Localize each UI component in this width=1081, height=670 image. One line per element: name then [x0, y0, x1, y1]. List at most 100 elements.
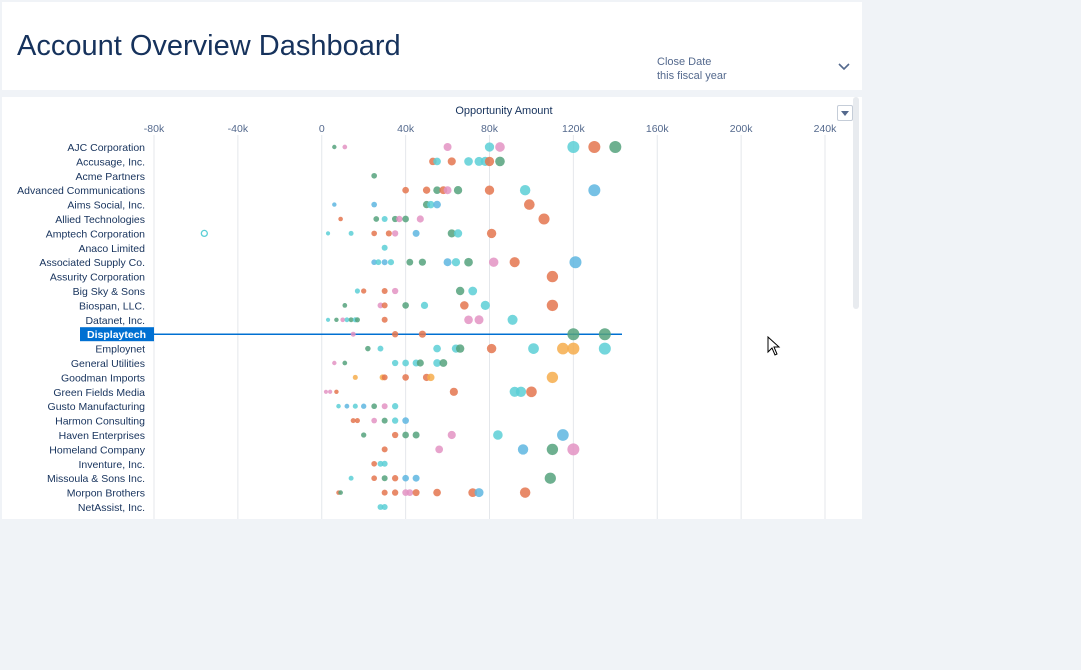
- data-point: [433, 488, 441, 497]
- data-point: [546, 371, 559, 384]
- data-point: [361, 403, 367, 409]
- data-point: [493, 430, 503, 440]
- data-point: [352, 374, 358, 380]
- data-point: [569, 256, 582, 269]
- data-point: [348, 230, 354, 236]
- chart-scrollbar[interactable]: [853, 97, 859, 309]
- category-label: Goodman Imports: [61, 372, 145, 384]
- data-point: [352, 403, 358, 409]
- data-point: [402, 374, 409, 381]
- category-label: Acme Partners: [76, 171, 145, 183]
- data-point: [474, 156, 484, 166]
- category-label: Accusage, Inc.: [76, 156, 145, 168]
- data-point: [402, 186, 409, 194]
- data-point: [453, 229, 463, 238]
- data-point: [519, 487, 531, 498]
- category-label: Morpon Brothers: [67, 488, 145, 500]
- category-label: Harmon Consulting: [55, 416, 145, 428]
- highlight-label-bg: [80, 327, 154, 342]
- data-point: [528, 343, 539, 354]
- data-point: [381, 216, 388, 222]
- data-point: [385, 230, 392, 237]
- chart-menu-button[interactable]: [837, 105, 853, 121]
- data-point: [365, 345, 371, 352]
- data-point: [402, 417, 409, 424]
- data-point: [486, 343, 497, 354]
- data-point: [381, 460, 388, 467]
- data-point: [486, 228, 497, 239]
- data-point: [200, 229, 208, 238]
- data-point: [371, 230, 378, 237]
- data-point: [412, 474, 420, 482]
- data-point: [412, 489, 420, 497]
- category-label: AJC Corporation: [67, 142, 145, 154]
- page-title: Account Overview Dashboard: [17, 30, 401, 62]
- category-label: Green Fields Media: [53, 387, 145, 399]
- category-label: Homeland Company: [49, 444, 145, 456]
- close-date-filter[interactable]: Close Date this fiscal year: [657, 56, 857, 86]
- data-point: [354, 317, 360, 323]
- data-point: [381, 374, 388, 381]
- data-point: [361, 432, 367, 438]
- data-point: [433, 186, 441, 195]
- data-point: [495, 156, 505, 167]
- data-point: [342, 303, 348, 308]
- data-point: [484, 185, 495, 195]
- x-tick-label: -80k: [144, 123, 165, 135]
- data-point: [416, 359, 424, 367]
- category-label: Inventure, Inc.: [78, 459, 145, 471]
- data-point: [377, 460, 384, 467]
- data-point: [371, 417, 378, 424]
- data-point: [334, 317, 339, 323]
- data-point: [447, 229, 456, 238]
- data-point: [447, 430, 456, 440]
- data-point: [391, 287, 399, 295]
- data-point: [323, 389, 329, 394]
- data-point: [557, 342, 569, 355]
- x-tick-label: 160k: [646, 123, 670, 135]
- data-point: [406, 258, 414, 266]
- data-point: [336, 403, 341, 409]
- data-point: [354, 418, 360, 424]
- chevron-down-icon[interactable]: [837, 62, 851, 72]
- data-point: [567, 328, 580, 341]
- data-point: [420, 301, 429, 310]
- category-label: Big Sky & Sons: [73, 286, 145, 298]
- data-point: [377, 302, 384, 309]
- data-point: [443, 258, 452, 267]
- data-point: [433, 359, 441, 367]
- data-point: [557, 429, 569, 441]
- data-point: [402, 302, 409, 309]
- data-point: [391, 230, 399, 237]
- data-point: [453, 186, 463, 195]
- data-point: [371, 259, 378, 266]
- data-point: [381, 504, 388, 510]
- data-point: [328, 389, 333, 394]
- data-point: [546, 443, 559, 456]
- category-label: Allied Technologies: [55, 214, 145, 226]
- data-point: [416, 215, 424, 223]
- data-point: [609, 141, 622, 153]
- category-label: General Utilities: [71, 358, 145, 370]
- data-point: [433, 200, 441, 209]
- data-point: [371, 403, 378, 410]
- data-point: [381, 417, 388, 424]
- data-point: [391, 331, 399, 338]
- x-tick-label: 240k: [814, 123, 838, 135]
- data-point: [332, 360, 337, 366]
- data-point: [381, 475, 388, 482]
- data-point: [334, 389, 339, 395]
- data-point: [344, 317, 350, 323]
- data-point: [474, 315, 484, 325]
- data-point: [567, 443, 580, 456]
- data-point: [381, 302, 388, 309]
- data-point: [373, 216, 380, 222]
- data-point: [340, 317, 346, 323]
- data-point: [546, 299, 559, 312]
- data-point: [460, 301, 469, 310]
- data-point: [348, 475, 354, 481]
- data-point: [546, 270, 559, 283]
- category-label: Anaco Limited: [78, 243, 145, 255]
- data-point: [443, 186, 452, 195]
- data-point: [418, 330, 426, 338]
